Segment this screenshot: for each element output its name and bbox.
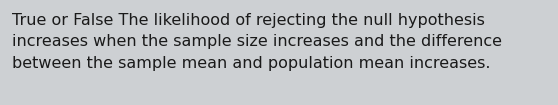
Text: True or False The likelihood of rejecting the null hypothesis
increases when the: True or False The likelihood of rejectin… — [12, 13, 502, 71]
